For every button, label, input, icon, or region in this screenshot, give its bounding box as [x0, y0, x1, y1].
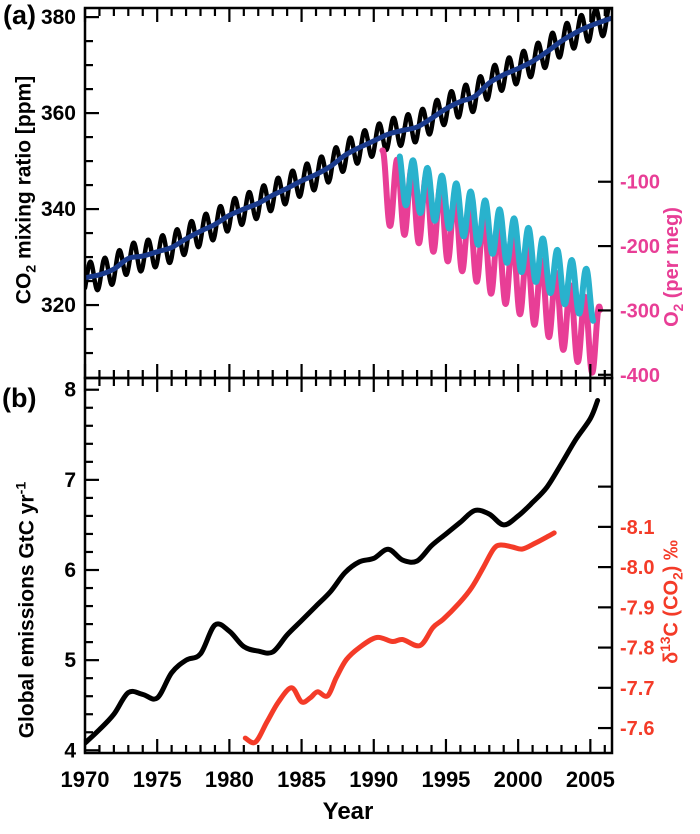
- left-tick-label: 360: [41, 102, 76, 125]
- right-tick-label: -300: [620, 300, 660, 322]
- panel-b-frame: [83, 376, 614, 755]
- right-tick-label: -8.0: [620, 557, 654, 579]
- d13c-axis-title-delta: δ: [660, 651, 683, 664]
- x-tick-label: 2005: [566, 767, 615, 792]
- d13c-axis-title-mid: C (CO: [660, 579, 683, 637]
- co2-axis-title-sub: 2: [23, 264, 40, 273]
- x-axis-title: Year: [322, 798, 374, 825]
- series-emissions-line: [86, 398, 601, 746]
- left-tick-label: 4: [64, 739, 76, 762]
- right-tick-label: -7.8: [620, 638, 654, 660]
- panel-a-ticks: [83, 8, 612, 378]
- panel-b-series: [86, 398, 601, 746]
- emissions-axis-title-pre: Global emissions GtC yr: [15, 494, 39, 739]
- panel-a-series: [86, 9, 611, 376]
- emissions-axis-title-sup: -1: [13, 481, 30, 495]
- right-tick-label: -100: [620, 172, 660, 194]
- d13c-axis-title-iso: 13: [657, 636, 673, 652]
- series-co2-trend-line: [86, 15, 611, 281]
- co2-axis-title-post: mixing ratio [ppm]: [12, 75, 36, 265]
- series-o2-cyan-line: [396, 153, 597, 324]
- series-co2-seasonal-line: [86, 9, 611, 293]
- left-tick-label: 8: [64, 379, 76, 402]
- right-tick-label: -200: [620, 236, 660, 258]
- panel-b-ticks: [83, 378, 612, 753]
- x-tick-label: 1975: [133, 767, 182, 792]
- panel-a-label: (a): [3, 0, 36, 30]
- left-tick-label: 380: [41, 6, 76, 29]
- series-d13c-line: [242, 530, 557, 746]
- co2-axis-title-pre: CO: [12, 272, 36, 305]
- right-tick-label: -400: [620, 365, 660, 387]
- left-tick-label: 320: [41, 294, 76, 317]
- x-tick-label: 1970: [61, 767, 110, 792]
- right-tick-label: -7.7: [620, 678, 654, 700]
- d13c-axis-title-sub: 2: [670, 572, 686, 580]
- panel-a-tick-labels: 320 340 360 380 -100 -200 -300 -400: [41, 6, 660, 387]
- x-tick-label: 1990: [349, 767, 398, 792]
- o2-axis-title-sub: 2: [671, 303, 687, 312]
- x-tick-label: 1985: [277, 767, 326, 792]
- o2-axis-title-pre: O: [661, 311, 684, 327]
- panel-b-label: (b): [2, 383, 37, 413]
- left-tick-label: 5: [64, 649, 76, 672]
- left-tick-label: 340: [41, 198, 76, 221]
- emissions-axis-title: Global emissions GtC yr-1: [13, 481, 39, 739]
- panel-b-tick-labels: 4 5 6 7 8 -8.1 -8.0 -7.9 -7.8 -7.7 -7.6 1970 1975 198…: [61, 379, 655, 792]
- left-tick-label: 6: [64, 559, 76, 582]
- x-tick-label: 1995: [421, 767, 470, 792]
- o2-axis-title-post: (per meg): [661, 207, 684, 304]
- left-tick-label: 7: [64, 469, 76, 492]
- x-tick-label: 2000: [494, 767, 543, 792]
- d13c-axis-title: δ13C (CO2) ‰: [657, 540, 686, 664]
- right-tick-label: -8.1: [620, 517, 654, 539]
- series-o2-pink-line: [379, 147, 604, 376]
- d13c-axis-title-post: ) ‰: [660, 540, 683, 573]
- right-tick-label: -7.6: [620, 718, 654, 740]
- co2-axis-title: CO2 mixing ratio [ppm]: [12, 75, 40, 305]
- right-tick-label: -7.9: [620, 597, 654, 619]
- o2-axis-title: O2 (per meg): [661, 207, 687, 327]
- x-tick-label: 1980: [205, 767, 254, 792]
